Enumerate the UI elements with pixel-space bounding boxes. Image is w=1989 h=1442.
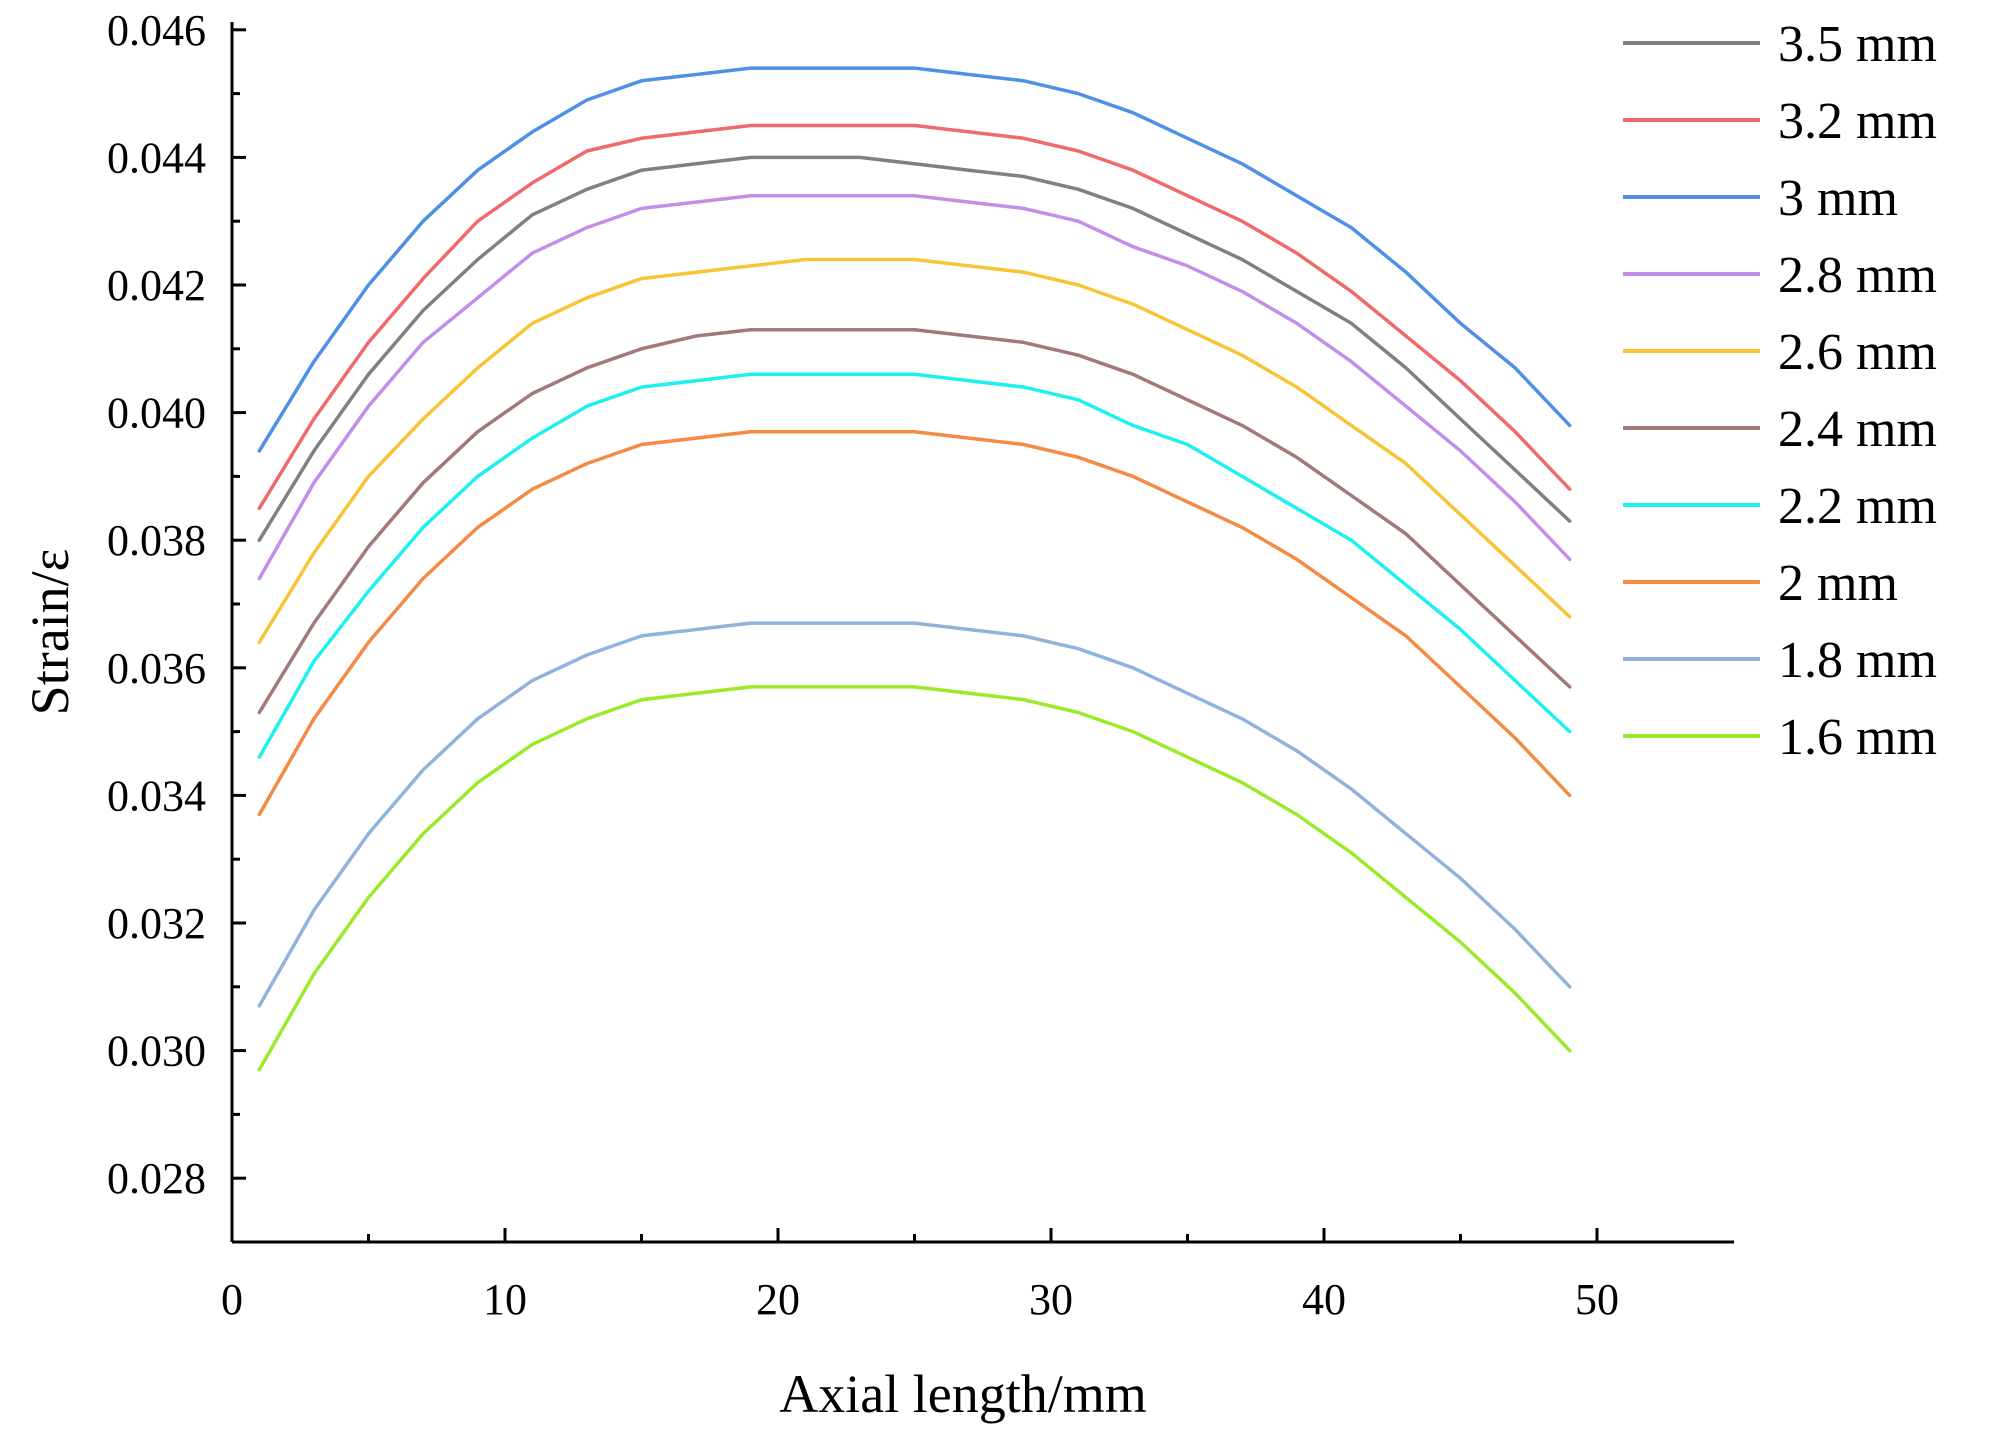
legend-label: 2.6 mm [1778, 324, 1937, 381]
legend-label: 3.5 mm [1778, 16, 1937, 73]
legend-label: 2 mm [1778, 555, 1898, 612]
x-tick-label: 10 [483, 1275, 527, 1324]
legend-label: 2.8 mm [1778, 247, 1937, 304]
x-tick-label: 50 [1575, 1275, 1619, 1324]
y-tick-label: 0.046 [107, 6, 206, 55]
series-line-3-5-mm [257, 155, 1572, 542]
legend-label: 1.8 mm [1778, 632, 1937, 689]
y-tick-label: 0.038 [107, 516, 206, 565]
y-tick-label: 0.034 [107, 771, 206, 820]
y-tick-label: 0.036 [107, 644, 206, 693]
series-line-3-2-mm [257, 123, 1572, 511]
y-tick-label: 0.044 [107, 133, 206, 182]
series-line-1-6-mm [257, 685, 1572, 1072]
x-tick-label: 40 [1302, 1275, 1346, 1324]
x-tick-label: 0 [221, 1275, 243, 1324]
x-tick-label: 30 [1029, 1275, 1073, 1324]
legend-label: 3.2 mm [1778, 93, 1937, 150]
legend-label: 1.6 mm [1778, 709, 1937, 766]
series-line-3-mm [257, 66, 1572, 453]
x-axis-title: Axial length/mm [779, 1364, 1146, 1424]
x-tick-label: 20 [756, 1275, 800, 1324]
legend-label: 2.2 mm [1778, 478, 1937, 535]
plot-lines [257, 66, 1572, 1072]
y-axis-title: Strain/ε [20, 549, 80, 716]
axes [230, 22, 1734, 1244]
series-line-2-2-mm [257, 372, 1572, 759]
y-tick-label: 0.028 [107, 1154, 206, 1203]
y-tick-label: 0.040 [107, 389, 206, 438]
series-line-2-mm [257, 429, 1572, 817]
y-tick-label: 0.032 [107, 899, 206, 948]
y-tick-label: 0.030 [107, 1027, 206, 1076]
series-line-2-6-mm [257, 257, 1572, 645]
series-line-2-8-mm [257, 193, 1572, 581]
series-line-1-8-mm [257, 621, 1572, 1008]
legend-label: 2.4 mm [1778, 401, 1937, 458]
x-ticks: 0 10 20 30 40 50 [221, 1228, 1619, 1324]
series-line-2-4-mm [257, 327, 1572, 715]
y-tick-label: 0.042 [107, 261, 206, 310]
y-ticks: 0.028 0.030 0.032 0.034 0.036 0.038 0.040 0.042… [107, 6, 246, 1244]
legend: 3.5 mm 3.2 mm 3 mm 2.8 mm 2.6 mm 2.4 mm 2.2 mm… [1623, 16, 1937, 766]
legend-label: 3 mm [1778, 170, 1898, 227]
